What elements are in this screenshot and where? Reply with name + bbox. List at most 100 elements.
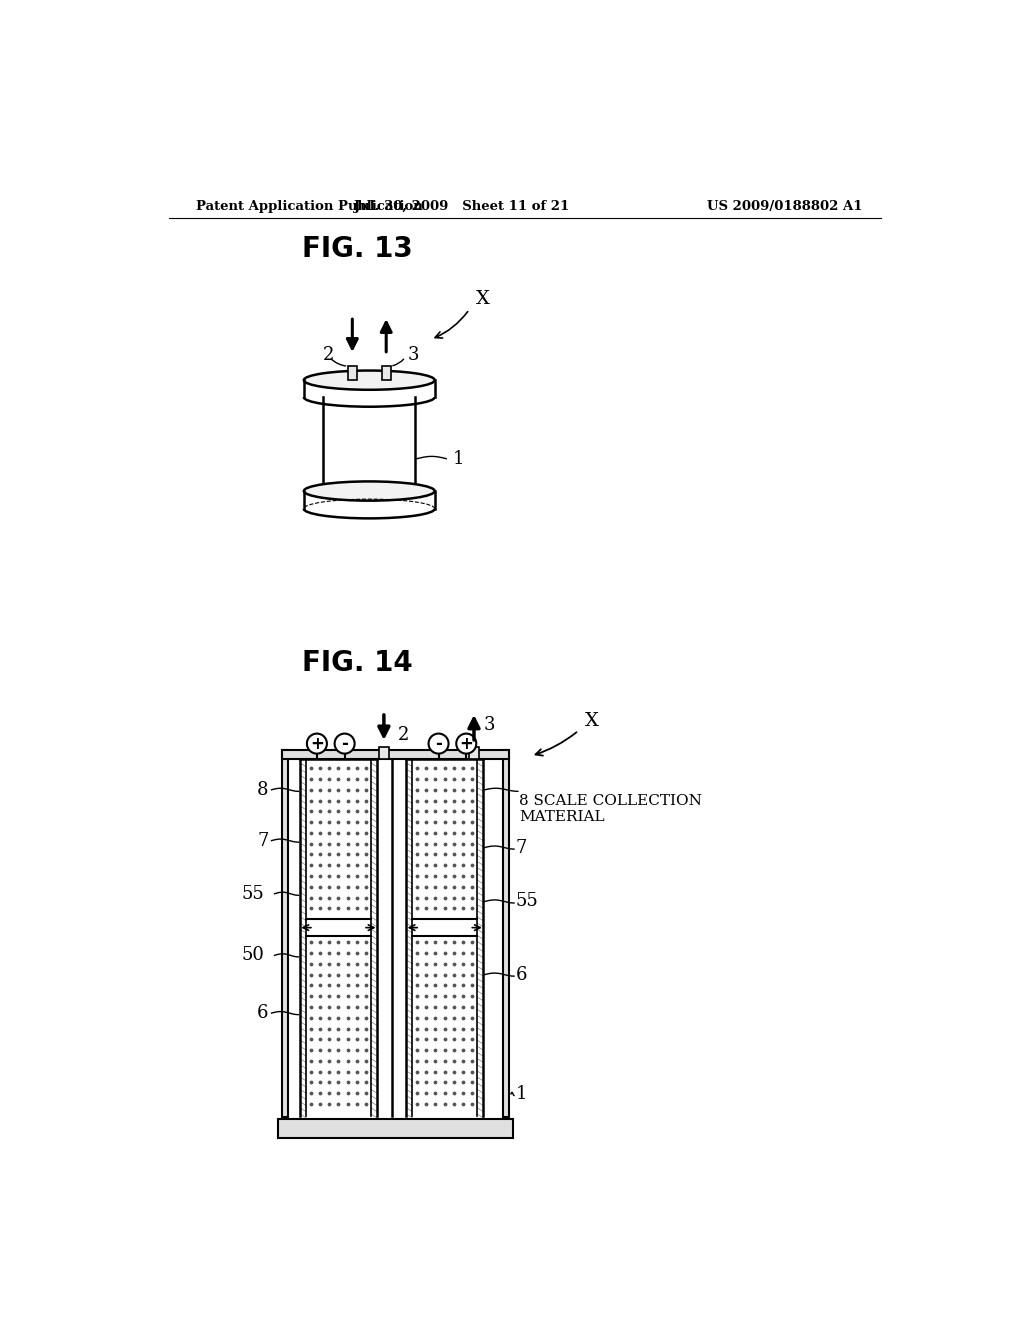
Text: 1: 1 [515,1085,527,1104]
Point [311,843,328,865]
Point [331,801,347,822]
Point [331,768,347,789]
Point [464,1061,480,1082]
Point [349,1040,366,1061]
Point [445,779,462,800]
Point [340,942,356,964]
Point [418,768,434,789]
Point [436,1051,453,1072]
Point [464,758,480,779]
Point [340,1093,356,1114]
Point [340,997,356,1018]
Point [340,974,356,995]
Point [464,887,480,908]
Point [322,1093,338,1114]
Point [340,1061,356,1082]
Point [358,1018,375,1039]
Point [358,1051,375,1072]
Point [409,1082,425,1104]
Point [349,779,366,800]
Point [340,866,356,887]
Point [331,789,347,810]
Point [445,855,462,876]
Point [418,953,434,974]
Text: US 2009/0188802 A1: US 2009/0188802 A1 [707,199,862,213]
Point [331,1072,347,1093]
Point [331,843,347,865]
Point [358,997,375,1018]
Point [464,779,480,800]
Point [464,833,480,854]
Point [436,997,453,1018]
Point [418,1093,434,1114]
Point [340,789,356,810]
Point [311,932,328,953]
Point [322,964,338,985]
Point [331,1051,347,1072]
Point [331,986,347,1007]
Point [311,1061,328,1082]
Point [409,876,425,898]
Point [418,887,434,908]
Text: -: - [435,735,442,752]
Point [302,855,318,876]
Point [418,789,434,810]
Point [331,758,347,779]
Point [302,789,318,810]
Point [427,1040,443,1061]
Point [358,789,375,810]
Point [427,768,443,789]
Point [445,942,462,964]
Point [311,789,328,810]
Point [409,887,425,908]
Point [349,997,366,1018]
Point [311,964,328,985]
Point [464,932,480,953]
Point [349,812,366,833]
Point [418,843,434,865]
Text: Jul. 30, 2009   Sheet 11 of 21: Jul. 30, 2009 Sheet 11 of 21 [354,199,569,213]
Point [322,1072,338,1093]
Point [311,1082,328,1104]
Point [418,1018,434,1039]
Point [455,768,471,789]
Point [358,986,375,1007]
Point [427,1093,443,1114]
Point [455,974,471,995]
Text: 7: 7 [515,838,527,857]
Point [427,843,443,865]
Point [436,1093,453,1114]
Point [445,758,462,779]
Point [427,1028,443,1049]
Point [349,866,366,887]
Point [302,887,318,908]
Point [340,812,356,833]
Point [331,1007,347,1028]
Point [340,843,356,865]
Point [302,1051,318,1072]
Point [302,779,318,800]
Point [418,812,434,833]
Point [418,974,434,995]
Point [340,779,356,800]
Point [409,932,425,953]
Point [455,887,471,908]
Point [436,1007,453,1028]
Point [464,997,480,1018]
Point [302,812,318,833]
Point [455,1007,471,1028]
Bar [283,750,289,1117]
Point [409,986,425,1007]
Point [445,986,462,1007]
Point [322,822,338,843]
Point [436,1082,453,1104]
Point [409,768,425,789]
Point [358,1028,375,1049]
Point [322,898,338,919]
Point [311,898,328,919]
Point [418,1028,434,1049]
Point [427,758,443,779]
Point [436,1072,453,1093]
Point [427,789,443,810]
Point [358,812,375,833]
